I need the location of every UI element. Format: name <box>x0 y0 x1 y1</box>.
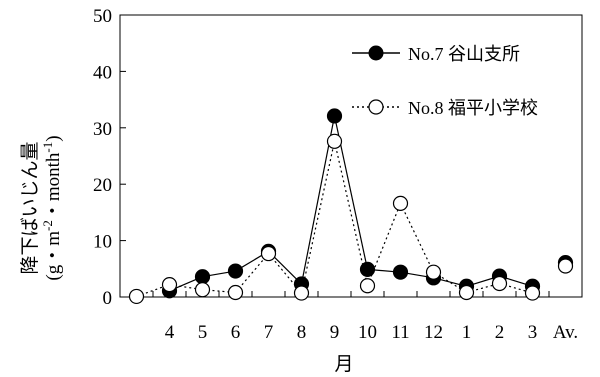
series-layer <box>128 108 574 305</box>
data-point-open-circle <box>128 288 145 305</box>
series-line-segment <box>399 203 435 273</box>
y-axis-ticks: 0 10 20 30 40 50 <box>93 6 126 309</box>
x-tick-label: 9 <box>330 322 340 343</box>
data-point-filled-circle <box>194 269 211 285</box>
y-tick-label: 0 <box>103 288 113 309</box>
x-tick-label: Av. <box>553 322 578 343</box>
data-point-open-circle <box>326 133 343 149</box>
data-point-open-circle <box>359 278 376 294</box>
x-tick-label: 4 <box>165 322 175 343</box>
y-tick-label: 30 <box>93 119 112 140</box>
y-tick-label: 40 <box>93 62 112 83</box>
y-axis-title-line1: 降下ばいじん量 <box>19 141 41 274</box>
x-tick-label: 1 <box>462 322 472 343</box>
x-tick-label: 2 <box>495 322 505 343</box>
x-axis-title: 月 <box>334 354 353 375</box>
y-tick-label: 10 <box>93 232 112 253</box>
x-tick-label: 11 <box>391 322 409 343</box>
legend-item-series-2: No.8 福平小学校 <box>352 98 538 118</box>
data-point-filled-circle <box>359 261 376 277</box>
data-point-open-circle <box>458 284 475 301</box>
series-line-segment <box>235 253 269 293</box>
x-tick-label: 3 <box>528 322 538 343</box>
data-point-filled-circle <box>326 108 343 124</box>
series-line-segment <box>300 141 336 294</box>
y-axis-title: 降下ばいじん量 <box>19 141 41 274</box>
data-point-open-circle <box>491 275 508 292</box>
x-tick-label: 6 <box>231 322 241 343</box>
legend-marker-open-circle <box>368 99 384 115</box>
series-2 <box>128 133 574 305</box>
data-point-open-circle <box>161 276 178 293</box>
x-tick-label: 5 <box>198 322 208 343</box>
y-axis-title-line2: (g・m-2・month-1) <box>40 135 64 280</box>
series-line-segment <box>333 141 369 286</box>
data-point-open-circle <box>194 282 211 298</box>
series-1 <box>161 108 574 299</box>
x-tick-label: 10 <box>358 322 377 343</box>
data-point-filled-circle <box>227 263 244 279</box>
x-tick-label: 8 <box>297 322 307 343</box>
data-point-filled-circle <box>392 264 409 280</box>
y-tick-label: 50 <box>93 6 112 27</box>
data-point-open-circle <box>425 264 442 280</box>
legend-item-series-1: No.7 谷山支所 <box>352 44 520 64</box>
legend-marker-filled-circle <box>368 45 384 61</box>
legend: No.7 谷山支所 No.8 福平小学校 <box>352 44 538 118</box>
x-axis-ticks: 4 5 6 7 8 9 10 11 12 1 2 3 Av. <box>119 291 583 343</box>
data-point-open-circle <box>260 245 277 262</box>
legend-label-series-1: No.7 谷山支所 <box>408 44 520 64</box>
data-point-open-circle <box>392 195 409 211</box>
y-axis-title-units: (g・m-2・month-1) <box>40 135 64 280</box>
data-point-open-circle <box>524 285 541 301</box>
data-point-open-circle <box>227 284 244 301</box>
x-tick-label: 7 <box>264 322 274 343</box>
series-line-segment <box>268 253 302 294</box>
data-point-open-circle <box>293 285 310 301</box>
x-tick-label: 12 <box>424 322 443 343</box>
legend-label-series-2: No.8 福平小学校 <box>408 98 538 118</box>
y-tick-label: 20 <box>93 175 112 196</box>
data-point-open-circle <box>557 258 574 274</box>
